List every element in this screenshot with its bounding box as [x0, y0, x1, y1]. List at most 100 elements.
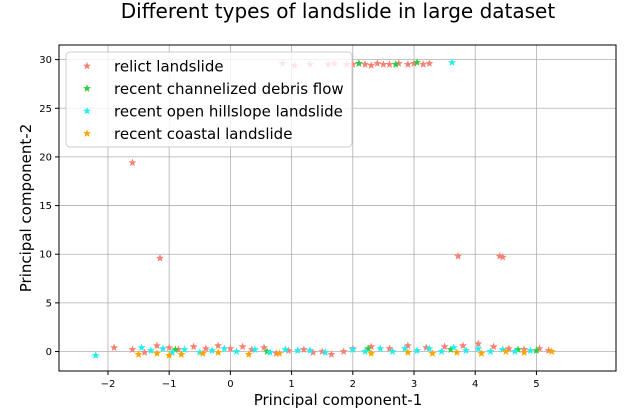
data-point: [321, 348, 330, 356]
data-point: [462, 346, 471, 354]
data-point: [309, 348, 318, 356]
data-point: [413, 346, 422, 354]
y-tick-label: 25: [39, 104, 52, 115]
data-point: [498, 252, 507, 261]
data-point: [180, 345, 189, 353]
data-point: [177, 350, 186, 358]
data-point: [263, 347, 272, 355]
data-point: [137, 343, 146, 352]
x-axis-label: Principal component-1: [254, 391, 423, 409]
data-point: [189, 342, 198, 351]
data-point: [367, 342, 376, 351]
y-tick-label: 10: [39, 250, 52, 261]
x-tick-label: 5: [533, 379, 539, 390]
data-point: [275, 349, 284, 357]
data-point: [284, 346, 293, 354]
x-tick-label: 0: [227, 379, 233, 390]
data-point: [260, 343, 269, 352]
legend-marker: [83, 84, 91, 92]
data-point: [413, 58, 422, 66]
data-point: [400, 344, 409, 353]
legend-marker: [83, 106, 91, 115]
y-tick-label: 5: [46, 298, 52, 309]
data-point: [446, 345, 455, 353]
data-point: [501, 347, 510, 355]
data-point: [134, 350, 143, 358]
x-tick-label: −1: [162, 379, 177, 390]
data-point: [410, 59, 419, 67]
data-point: [128, 345, 137, 353]
data-point: [504, 344, 513, 353]
data-point: [452, 348, 461, 356]
data-point: [318, 347, 327, 355]
legend-label: recent coastal landslide: [114, 125, 292, 143]
data-point: [152, 349, 161, 357]
chart-title: Different types of landslide in large da…: [121, 0, 556, 23]
data-point: [168, 348, 177, 356]
data-point: [403, 60, 412, 68]
x-tick-label: −2: [101, 379, 116, 390]
data-point: [428, 349, 437, 357]
legend-marker: [83, 61, 91, 70]
data-point: [238, 342, 247, 351]
data-point: [339, 347, 348, 355]
data-point: [327, 350, 336, 358]
data-point: [385, 344, 394, 353]
data-point: [394, 59, 403, 67]
data-point: [226, 344, 235, 353]
legend: relict landslide recent channelized debri…: [65, 51, 353, 148]
data-point: [535, 344, 544, 353]
data-point: [361, 60, 370, 68]
axis-ticks: −2 −1 0 1 2 3 4 5 0 5 10 15 20 25 30: [39, 55, 539, 390]
data-point: [367, 349, 376, 357]
data-point: [403, 348, 412, 356]
data-point: [214, 348, 223, 356]
data-point: [159, 344, 168, 353]
data-point: [146, 346, 155, 354]
data-point: [250, 345, 259, 353]
data-point: [403, 341, 412, 350]
data-point: [385, 60, 394, 68]
legend-label: recent open hillslope landslide: [114, 103, 343, 121]
data-point: [514, 345, 523, 353]
data-point: [454, 251, 463, 260]
y-tick-label: 0: [46, 347, 52, 358]
data-point: [486, 347, 495, 355]
data-point: [293, 346, 302, 354]
y-tick-label: 20: [39, 152, 52, 163]
legend-label: recent channelized debris flow: [114, 80, 344, 98]
data-point: [449, 343, 458, 352]
data-point: [364, 344, 373, 353]
data-point: [220, 344, 229, 353]
plot-frame: [58, 44, 617, 372]
data-point: [391, 60, 400, 68]
data-point: [437, 347, 446, 355]
data-point: [110, 343, 119, 352]
legend-box: [65, 51, 353, 148]
data-point: [348, 60, 357, 68]
data-point: [511, 347, 519, 355]
data-point: [165, 351, 174, 359]
data-point: [474, 339, 483, 348]
data-point: [422, 343, 431, 352]
x-tick-label: 3: [411, 379, 417, 390]
data-point: [171, 345, 180, 353]
data-point: [526, 346, 535, 354]
data-point: [272, 349, 281, 357]
data-point: [440, 342, 449, 351]
data-point: [247, 345, 256, 353]
legend-label: relict landslide: [114, 58, 224, 76]
data-point: [281, 345, 290, 353]
data-point: [388, 347, 397, 355]
data-point: [232, 347, 241, 355]
data-point: [201, 344, 210, 353]
data-point: [128, 158, 137, 167]
data-point: [495, 251, 504, 260]
data-point: [532, 346, 541, 354]
data-point: [214, 341, 223, 350]
data-point: [152, 341, 161, 350]
data-point: [198, 349, 207, 357]
data-point: [520, 348, 529, 356]
y-axis-label: Principal component-2: [17, 124, 35, 293]
